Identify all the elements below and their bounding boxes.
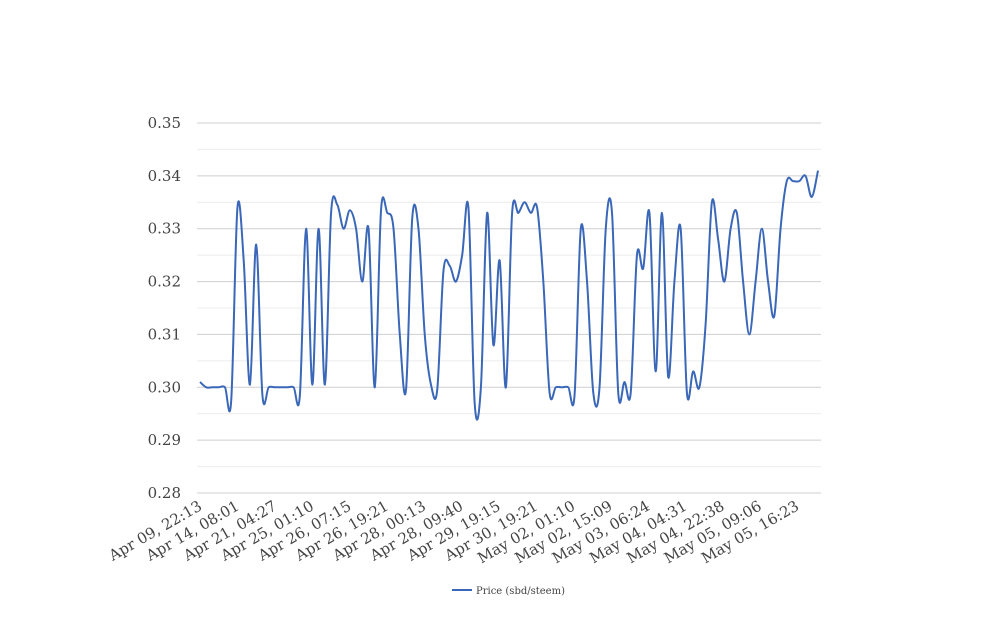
series-layer	[199, 170, 819, 421]
y-tick-label: 0.29	[148, 431, 181, 449]
legend-label: Price (sbd/steem)	[476, 586, 565, 597]
y-axis-ticks: 0.35 0.34 0.33 0.32 0.31 0.30 0.29 0.28	[148, 114, 181, 502]
y-tick-label: 0.32	[148, 273, 181, 291]
y-tick-label: 0.34	[148, 167, 181, 185]
grid-layer	[197, 122, 821, 494]
y-tick-label: 0.31	[148, 325, 181, 343]
y-tick-label: 0.28	[148, 484, 181, 502]
series-line-price	[199, 170, 819, 421]
y-tick-label: 0.30	[148, 378, 181, 396]
y-tick-label: 0.35	[148, 114, 181, 132]
legend: Price (sbd/steem)	[452, 586, 565, 597]
y-tick-label: 0.33	[148, 220, 181, 238]
